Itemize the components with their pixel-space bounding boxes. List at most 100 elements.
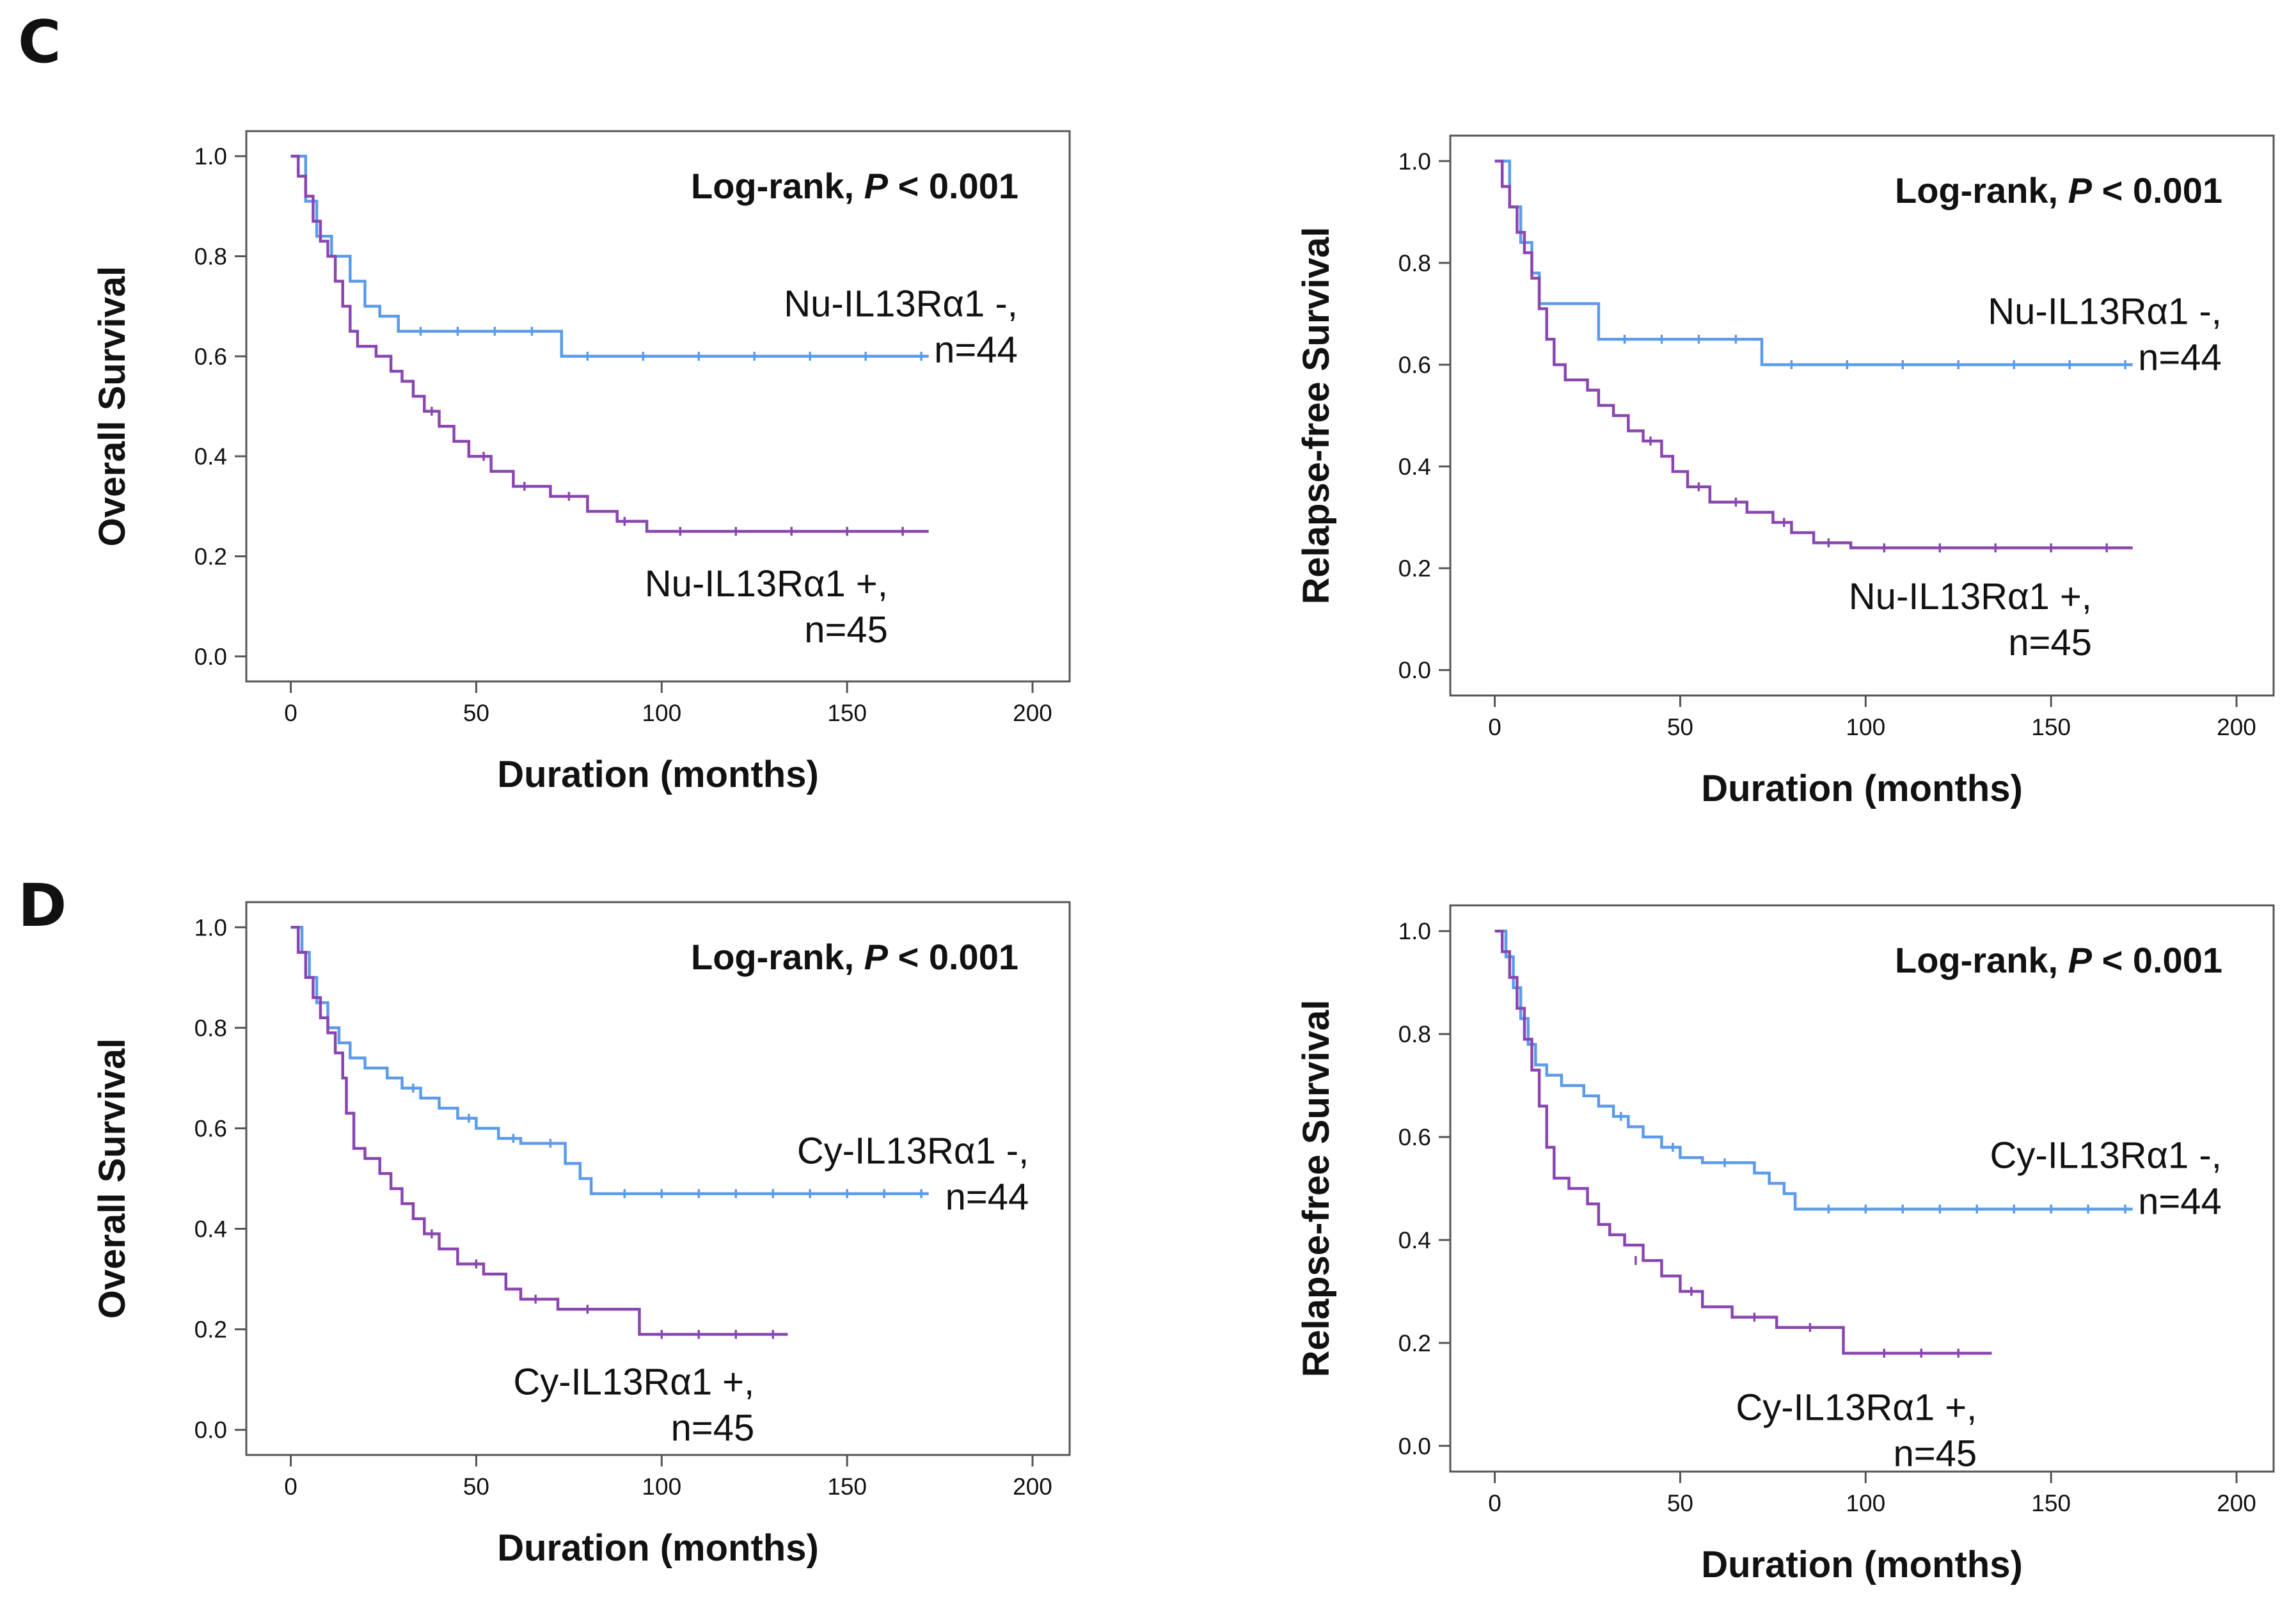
series-count-label: n=45 xyxy=(2008,622,2092,663)
y-tick-label: 1.0 xyxy=(1398,148,1431,175)
series-count-label: n=45 xyxy=(671,1408,755,1449)
y-tick-label: 0.0 xyxy=(1398,657,1431,683)
logrank-prefix: Log-rank, xyxy=(1895,940,2068,980)
series-label: Cy-IL13Rα1 -, xyxy=(1990,1134,2222,1176)
plot-frame xyxy=(1449,904,2275,1473)
x-tick-label: 150 xyxy=(827,1474,867,1500)
y-tick-label: 0.2 xyxy=(194,1317,227,1343)
logrank-prefix: Log-rank, xyxy=(1895,170,2068,211)
series-count-label: n=45 xyxy=(1894,1433,1977,1475)
logrank-p: P xyxy=(864,937,889,977)
series-count-label: n=45 xyxy=(804,609,888,651)
logrank-p: P xyxy=(864,166,889,206)
x-tick-label: 0 xyxy=(1488,1490,1501,1516)
x-tick-label: 100 xyxy=(642,700,681,726)
plot-frame xyxy=(1449,134,2275,697)
survival-curve-negative xyxy=(290,154,929,358)
y-tick-label: 0.4 xyxy=(1398,454,1431,480)
y-tick-label: 0.8 xyxy=(194,1015,227,1041)
y-tick-label: 0.2 xyxy=(1398,1330,1431,1356)
y-tick-label: 0.0 xyxy=(194,644,227,670)
series-count-label: n=44 xyxy=(2138,337,2222,378)
series-count-label: n=44 xyxy=(946,1176,1029,1218)
x-tick-label: 150 xyxy=(2031,1490,2071,1516)
y-tick-label: 0.6 xyxy=(194,344,227,370)
x-axis-title: Duration (months) xyxy=(497,754,819,795)
series-label: Cy-IL13Rα1 +, xyxy=(1736,1387,1977,1429)
plot-frame xyxy=(245,130,1071,683)
x-axis-title: Duration (months) xyxy=(1701,1544,2023,1585)
x-tick-label: 200 xyxy=(2217,714,2256,740)
series-label: Nu-IL13Rα1 +, xyxy=(645,563,888,605)
survival-curve-negative xyxy=(290,926,929,1195)
x-tick-label: 200 xyxy=(1013,1474,1052,1500)
x-tick-label: 0 xyxy=(284,1474,297,1500)
logrank-prefix: Log-rank, xyxy=(691,166,864,206)
logrank-annotation: Log-rank, P < 0.001 xyxy=(691,937,1018,977)
series-label: Nu-IL13Rα1 -, xyxy=(1988,290,2222,332)
y-tick-label: 0.8 xyxy=(1398,1021,1431,1047)
x-tick-label: 50 xyxy=(1667,1490,1693,1516)
series-label: Nu-IL13Rα1 -, xyxy=(784,283,1018,324)
y-axis-title: Overall Survival xyxy=(91,1038,133,1319)
y-tick-label: 0.6 xyxy=(1398,1124,1431,1150)
y-tick-label: 0.0 xyxy=(194,1417,227,1443)
y-tick-label: 0.2 xyxy=(194,544,227,570)
x-tick-label: 0 xyxy=(1488,714,1501,740)
logrank-suffix: < 0.001 xyxy=(888,937,1018,977)
survival-curve-positive xyxy=(1494,929,1992,1355)
x-tick-label: 50 xyxy=(1667,714,1693,740)
series-label: Cy-IL13Rα1 -, xyxy=(797,1130,1029,1172)
logrank-p: P xyxy=(2068,170,2093,211)
x-tick-label: 50 xyxy=(463,700,489,726)
chart-c-overall-survival: 0 50 100 150 200 0.0 0.2 0.4 0.6 0.8 1.0 Duration (… xyxy=(91,130,1071,795)
x-tick-label: 100 xyxy=(642,1474,681,1500)
x-axis-title: Duration (months) xyxy=(1701,768,2023,809)
x-tick-label: 200 xyxy=(1013,700,1052,726)
panel-label-c: C xyxy=(18,8,61,76)
series-label: Nu-IL13Rα1 +, xyxy=(1849,576,2092,617)
y-tick-label: 0.2 xyxy=(1398,555,1431,582)
y-tick-label: 0.6 xyxy=(1398,352,1431,378)
chart-c-relapse-free-survival: 0 50 100 150 200 0.0 0.2 0.4 0.6 0.8 1.0 Duration (… xyxy=(1295,134,2275,809)
plot-frame xyxy=(245,901,1071,1456)
x-tick-label: 0 xyxy=(284,700,297,726)
logrank-suffix: < 0.001 xyxy=(2092,940,2222,980)
chart-d-relapse-free-survival: 0 50 100 150 200 0.0 0.2 0.4 0.6 0.8 1.0 Duration (… xyxy=(1295,904,2275,1585)
series-count-label: n=44 xyxy=(2138,1180,2222,1222)
chart-d-overall-survival: 0 50 100 150 200 0.0 0.2 0.4 0.6 0.8 1.0 Duration (… xyxy=(91,901,1071,1569)
y-tick-label: 1.0 xyxy=(1398,918,1431,944)
x-tick-label: 150 xyxy=(2031,714,2071,740)
y-axis-title: Relapse-free Survival xyxy=(1295,227,1337,605)
logrank-annotation: Log-rank, P < 0.001 xyxy=(1895,940,2222,980)
y-axis-title: Overall Survival xyxy=(91,266,133,546)
panel-label-d: D xyxy=(18,871,67,940)
logrank-p: P xyxy=(2068,940,2093,980)
x-tick-label: 150 xyxy=(827,700,867,726)
x-tick-label: 200 xyxy=(2217,1490,2256,1516)
x-axis-title: Duration (months) xyxy=(497,1527,819,1569)
logrank-suffix: < 0.001 xyxy=(888,166,1018,206)
logrank-prefix: Log-rank, xyxy=(691,937,864,977)
series-count-label: n=44 xyxy=(934,329,1018,370)
logrank-annotation: Log-rank, P < 0.001 xyxy=(691,166,1018,206)
survival-curve-positive xyxy=(290,154,929,533)
y-tick-label: 0.0 xyxy=(1398,1433,1431,1459)
logrank-suffix: < 0.001 xyxy=(2092,170,2222,211)
survival-curve-positive xyxy=(290,926,788,1336)
y-tick-label: 0.8 xyxy=(194,243,227,269)
series-label: Cy-IL13Rα1 +, xyxy=(513,1362,754,1403)
y-tick-label: 0.8 xyxy=(1398,250,1431,276)
y-axis-title: Relapse-free Survival xyxy=(1295,1000,1337,1378)
y-tick-label: 1.0 xyxy=(194,914,227,941)
survival-curve-positive xyxy=(1494,159,2133,550)
x-tick-label: 50 xyxy=(463,1474,489,1500)
x-tick-label: 100 xyxy=(1846,714,1885,740)
x-tick-label: 100 xyxy=(1846,1490,1885,1516)
y-tick-label: 0.4 xyxy=(194,1216,227,1243)
y-tick-label: 1.0 xyxy=(194,143,227,170)
y-tick-label: 0.4 xyxy=(194,443,227,470)
y-tick-label: 0.6 xyxy=(194,1115,227,1141)
logrank-annotation: Log-rank, P < 0.001 xyxy=(1895,170,2222,211)
